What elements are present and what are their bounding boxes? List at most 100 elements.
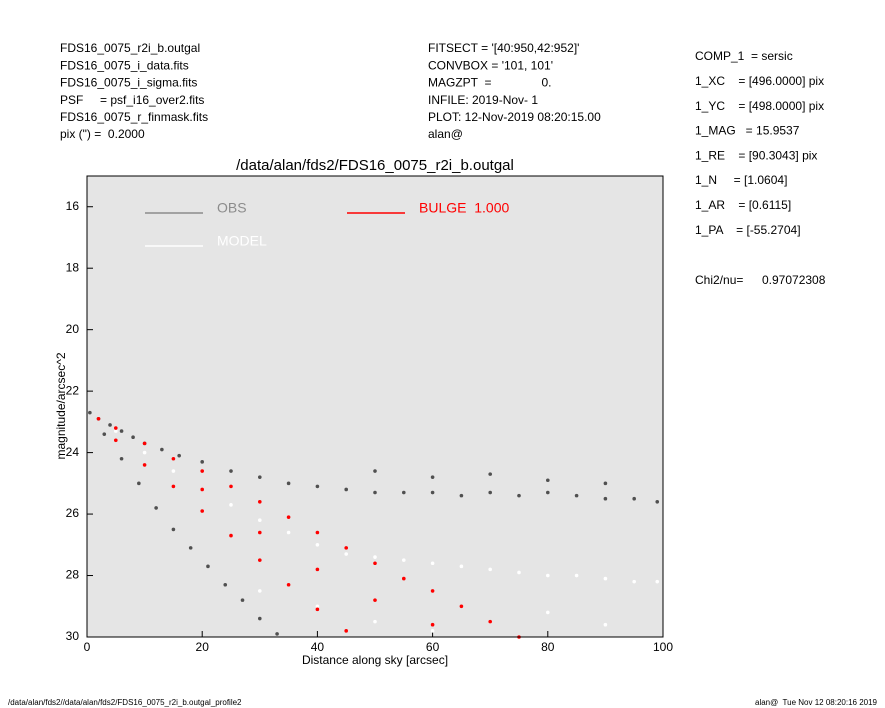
plot-area xyxy=(87,176,663,637)
data-point xyxy=(200,460,204,464)
y-tick-label: 22 xyxy=(66,383,80,397)
data-point xyxy=(286,515,291,519)
parameter-line: 1_YC = [498.0000] pix xyxy=(695,99,824,113)
data-point xyxy=(102,432,107,436)
x-tick-label: 100 xyxy=(653,640,673,654)
y-tick-label: 20 xyxy=(66,322,80,336)
data-point xyxy=(373,490,377,495)
data-point xyxy=(88,410,92,415)
header-line: FDS16_0075_r_finmask.fits xyxy=(60,110,208,124)
data-point xyxy=(546,490,550,495)
data-point xyxy=(223,582,228,587)
data-point xyxy=(258,616,262,621)
data-point xyxy=(373,555,377,559)
data-point xyxy=(430,561,435,566)
data-point xyxy=(344,629,349,633)
data-point xyxy=(114,429,118,433)
data-point xyxy=(655,499,660,504)
data-point xyxy=(258,499,262,504)
parameter-line: 1_AR = [0.6115] xyxy=(695,198,791,212)
data-point xyxy=(171,484,176,489)
parameter-line: 1_RE = [90.3043] pix xyxy=(695,148,817,162)
data-point xyxy=(517,493,521,498)
data-point xyxy=(258,558,262,562)
x-tick-label: 80 xyxy=(541,640,555,654)
parameter-line: 1_MAG = 15.9537 xyxy=(695,124,800,138)
data-point xyxy=(459,564,464,569)
header-line: alan@ xyxy=(428,127,463,141)
data-point xyxy=(430,629,435,633)
data-point xyxy=(546,478,550,483)
data-point xyxy=(177,453,181,458)
data-point xyxy=(574,573,579,578)
data-point xyxy=(517,570,521,575)
header-line: FITSECT = '[40:950,42:952]' xyxy=(428,41,579,55)
legend-label: OBS xyxy=(217,200,247,216)
data-point xyxy=(430,622,435,627)
data-point xyxy=(632,579,636,584)
data-point xyxy=(430,475,435,479)
data-point xyxy=(114,438,118,443)
data-point xyxy=(430,490,435,495)
x-axis-label: Distance along sky [arcsec] xyxy=(302,653,448,667)
data-point xyxy=(258,589,262,593)
data-point xyxy=(200,487,204,492)
data-point xyxy=(430,589,435,593)
data-point xyxy=(373,469,377,473)
data-point xyxy=(258,530,262,535)
data-point xyxy=(373,619,377,624)
data-point xyxy=(344,552,349,556)
data-point xyxy=(240,598,245,602)
header-line: INFILE: 2019-Nov- 1 xyxy=(428,93,538,107)
data-point xyxy=(488,472,493,476)
y-tick-label: 26 xyxy=(66,506,80,520)
data-point xyxy=(603,622,608,627)
data-point xyxy=(258,475,262,479)
header-line: PSF = psf_i16_over2.fits xyxy=(60,93,204,107)
data-point xyxy=(200,469,204,473)
data-point xyxy=(315,567,320,572)
data-point xyxy=(119,429,124,433)
chi2-label: Chi2/nu= xyxy=(695,273,743,287)
data-point xyxy=(131,435,135,440)
data-point xyxy=(206,564,210,569)
y-axis-label: magnitude/arcsec^2 xyxy=(54,352,68,459)
parameter-line: 1_PA = [-55.2704] xyxy=(695,223,801,237)
data-point xyxy=(96,416,101,421)
data-point xyxy=(488,567,493,572)
data-point xyxy=(229,469,233,473)
data-point xyxy=(188,546,193,550)
data-point xyxy=(229,503,233,507)
data-point xyxy=(229,533,233,538)
data-point xyxy=(160,447,164,452)
header-line: FDS16_0075_i_data.fits xyxy=(60,58,189,72)
data-point xyxy=(574,493,579,498)
data-point xyxy=(315,484,320,489)
data-point xyxy=(108,423,112,427)
data-point xyxy=(315,530,320,535)
chart-title: /data/alan/fds2/FDS16_0075_r2i_b.outgal xyxy=(236,157,514,174)
data-point xyxy=(344,487,349,492)
x-tick-label: 0 xyxy=(84,640,91,654)
data-point xyxy=(258,518,262,523)
legend-label: BULGE 1.000 xyxy=(419,200,509,216)
data-point xyxy=(119,456,124,461)
data-point xyxy=(655,579,660,584)
data-point xyxy=(200,509,204,513)
x-tick-label: 20 xyxy=(196,640,210,654)
parameter-line: COMP_1 = sersic xyxy=(695,49,793,63)
data-point xyxy=(171,456,176,461)
data-point xyxy=(142,450,147,455)
data-point xyxy=(459,493,464,498)
y-tick-label: 28 xyxy=(66,568,80,582)
data-point xyxy=(154,506,158,510)
data-point xyxy=(114,426,118,430)
header-line: pix (") = 0.2000 xyxy=(60,127,145,141)
header-line: CONVBOX = '101, 101' xyxy=(428,58,553,72)
data-point xyxy=(286,530,291,535)
data-point xyxy=(373,598,377,602)
data-point xyxy=(229,484,233,489)
data-point xyxy=(315,604,320,609)
data-point xyxy=(171,527,176,532)
